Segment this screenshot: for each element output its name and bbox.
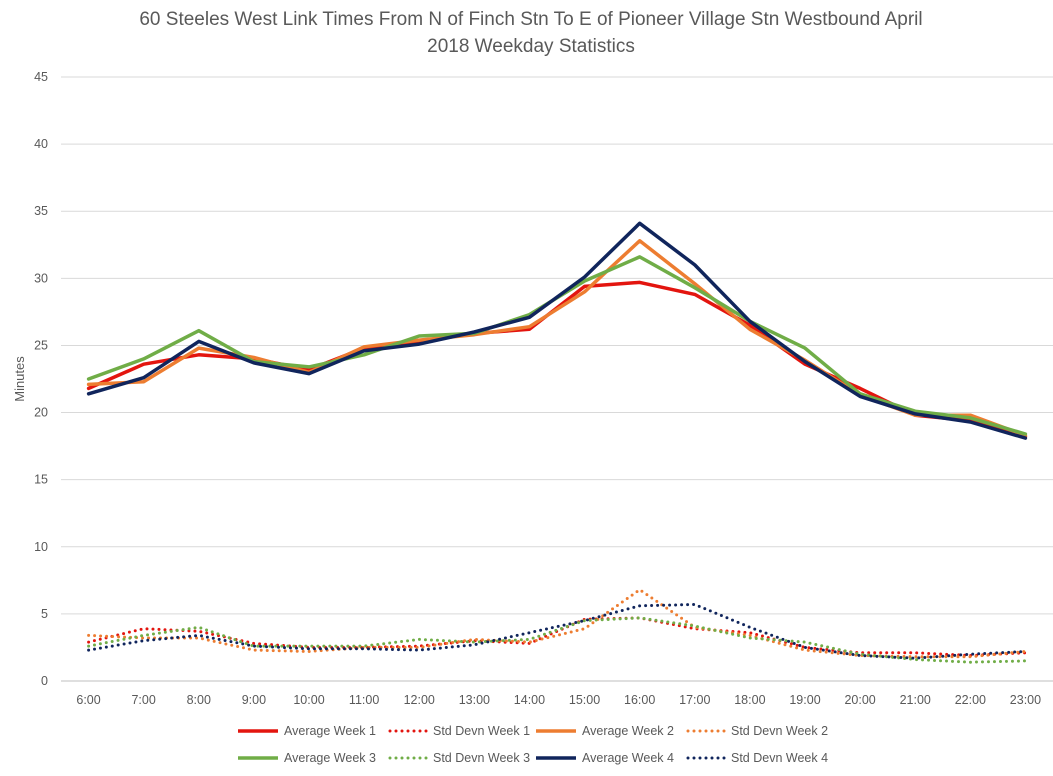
y-tick-label: 30 — [34, 271, 48, 285]
y-tick-label: 10 — [34, 540, 48, 554]
x-tick-label: 12:00 — [404, 693, 435, 707]
y-tick-label: 25 — [34, 338, 48, 352]
x-tick-label: 9:00 — [242, 693, 266, 707]
x-tick-label: 23:00 — [1010, 693, 1041, 707]
y-tick-label: 40 — [34, 137, 48, 151]
gridlines — [61, 76, 1053, 682]
series-line-average-week-1 — [86, 280, 1028, 439]
chart-title-line-2: 2018 Weekday Statistics — [427, 36, 635, 57]
x-tick-labels: 6:00 7:00 8:00 9:00 10:00 11:00 12:00 13:00 14:0… — [76, 693, 1041, 707]
series-line-std-devn-week-3 — [87, 616, 1027, 664]
y-tick-label: 45 — [34, 70, 48, 84]
x-tick-label: 15:00 — [569, 693, 600, 707]
legend-label: Average Week 3 — [284, 751, 376, 765]
x-tick-label: 6:00 — [76, 693, 100, 707]
x-tick-label: 10:00 — [293, 693, 324, 707]
legend-label: Std Devn Week 1 — [433, 724, 530, 738]
series-line-std-devn-week-2 — [87, 588, 1027, 659]
x-tick-label: 18:00 — [734, 693, 765, 707]
legend-label: Average Week 2 — [582, 724, 674, 738]
legend-label: Std Devn Week 2 — [731, 724, 828, 738]
legend: Average Week 1 Std Devn Week 1 Average Wee… — [238, 724, 828, 765]
y-tick-label: 35 — [34, 204, 48, 218]
series-line-std-devn-week-1 — [87, 616, 1027, 657]
y-tick-label: 15 — [34, 473, 48, 487]
x-tick-label: 14:00 — [514, 693, 545, 707]
x-tick-label: 22:00 — [955, 693, 986, 707]
series-line-average-week-4 — [86, 221, 1028, 440]
x-tick-label: 7:00 — [131, 693, 155, 707]
x-tick-label: 16:00 — [624, 693, 655, 707]
legend-label: Average Week 1 — [284, 724, 376, 738]
legend-label: Average Week 4 — [582, 751, 674, 765]
x-tick-label: 20:00 — [844, 693, 875, 707]
x-tick-label: 8:00 — [187, 693, 211, 707]
legend-label: Std Devn Week 4 — [731, 751, 828, 765]
x-tick-label: 13:00 — [459, 693, 490, 707]
series-lines — [86, 221, 1028, 664]
y-tick-labels: 0 5 10 15 20 25 30 35 40 45 — [34, 70, 48, 688]
x-tick-label: 17:00 — [679, 693, 710, 707]
x-tick-label: 21:00 — [900, 693, 931, 707]
legend-label: Std Devn Week 3 — [433, 751, 530, 765]
y-tick-label: 0 — [41, 674, 48, 688]
series-line-std-devn-week-4 — [87, 603, 1027, 660]
x-tick-label: 11:00 — [349, 693, 379, 707]
series-line-average-week-2 — [86, 239, 1028, 438]
y-tick-label: 5 — [41, 607, 48, 621]
chart-title-line-1: 60 Steeles West Link Times From N of Fin… — [139, 9, 922, 30]
x-tick-label: 19:00 — [789, 693, 820, 707]
y-tick-label: 20 — [34, 406, 48, 420]
y-axis-label: Minutes — [12, 356, 27, 402]
